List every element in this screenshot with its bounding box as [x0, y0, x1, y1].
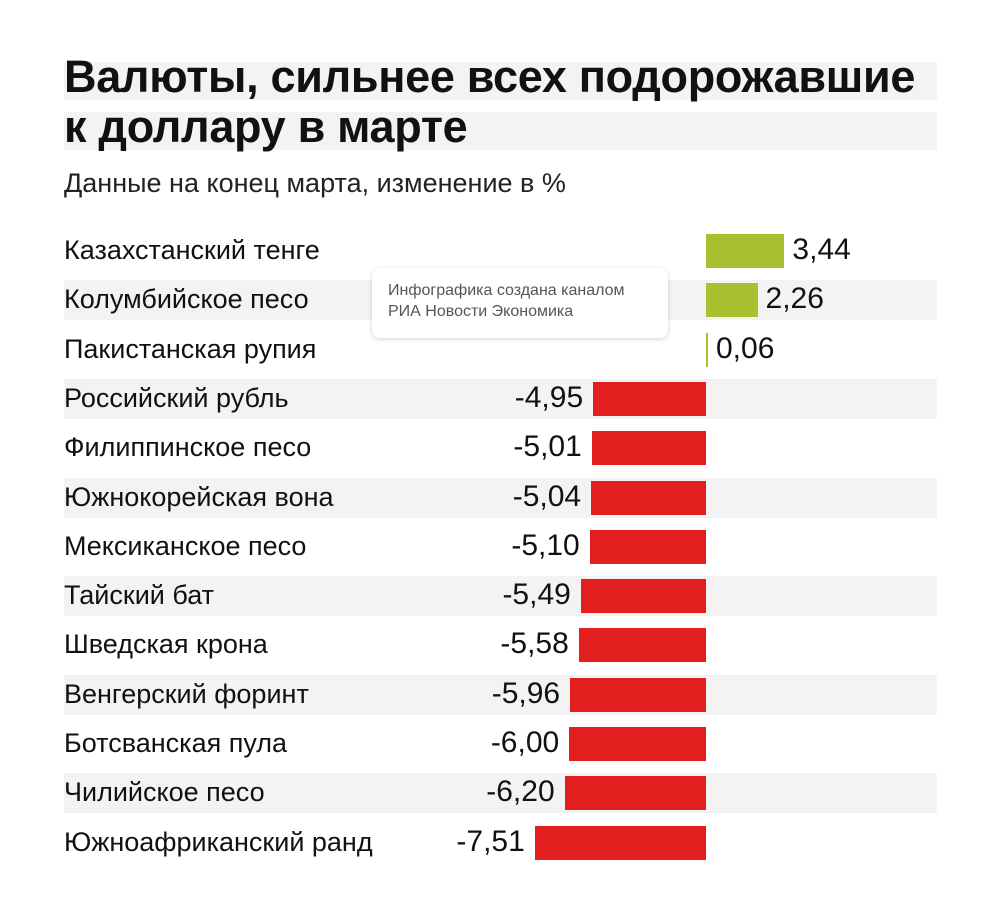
data-label: 3,44 — [792, 233, 851, 266]
category-label: Тайский бат — [64, 580, 214, 611]
data-label: -6,00 — [490, 726, 560, 759]
data-label: -5,10 — [511, 528, 580, 562]
category-label: Шведская крона — [64, 629, 268, 660]
tooltip-line-2: РИА Новости Экономика — [388, 303, 574, 320]
data-label: -5,58 — [500, 627, 569, 661]
data-label: -6,20 — [486, 775, 555, 809]
bar — [593, 381, 706, 416]
row-band — [64, 674, 937, 715]
category-label: Мексиканское песо — [64, 530, 307, 561]
bar — [569, 727, 706, 761]
chart-title-line-2: к доллару в марте — [64, 101, 468, 152]
category-label: Венгерский форинт — [64, 678, 309, 709]
category-label: Колумбийское песо — [64, 284, 309, 315]
bar — [580, 579, 706, 614]
category-label: Южнокорейская вона — [64, 481, 334, 512]
category-label: Южноафриканский ранд — [64, 826, 373, 857]
bar — [570, 677, 706, 712]
chart-title-line-1: Валюты, сильнее всех подорожавшие — [64, 51, 916, 102]
chart-subtitle: Данные на конец марта, изменение в % — [64, 168, 566, 198]
bar — [706, 234, 785, 268]
bar — [578, 628, 706, 663]
bar — [589, 529, 706, 564]
category-label: Чилийское песо — [64, 777, 265, 808]
title-band-2 — [64, 112, 937, 150]
title-band-1 — [64, 62, 937, 100]
tooltip-line-1: Инфографика создана каналом — [388, 282, 625, 299]
row-band — [64, 477, 937, 518]
category-label: Ботсванская пула — [64, 728, 288, 758]
data-label: 0,06 — [716, 331, 775, 365]
data-label: -4,95 — [514, 380, 584, 414]
category-label: Российский рубль — [64, 382, 289, 413]
bar — [564, 776, 706, 811]
data-label: -7,51 — [456, 824, 525, 858]
data-label: -5,04 — [512, 479, 582, 513]
row-band — [64, 773, 937, 814]
category-label: Пакистанская рупия — [64, 333, 317, 364]
bar — [591, 431, 706, 466]
bar — [706, 332, 708, 367]
data-label: -5,96 — [491, 676, 561, 710]
data-label: -5,49 — [502, 578, 571, 612]
row-band — [64, 576, 937, 617]
chart-title: Валюты, сильнее всех подорожавшие к долл… — [64, 52, 964, 152]
bar — [706, 283, 758, 318]
data-label: 2,26 — [765, 282, 824, 316]
data-label: -5,01 — [513, 430, 582, 464]
row-band — [64, 378, 937, 419]
bar — [534, 825, 706, 860]
category-label: Казахстанский тенге — [64, 235, 320, 265]
bar — [591, 480, 706, 515]
attribution-tooltip: Инфографика создана каналом РИА Новости … — [372, 268, 668, 338]
category-label: Филиппинское песо — [64, 432, 312, 463]
